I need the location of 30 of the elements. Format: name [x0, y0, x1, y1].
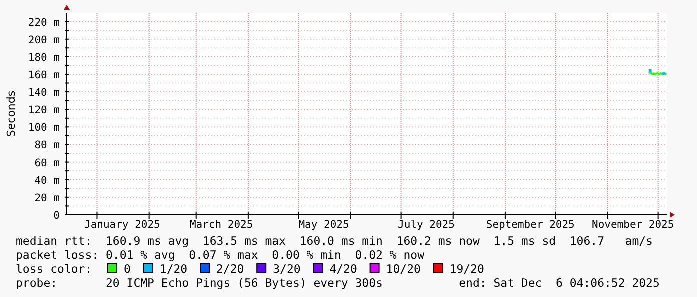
legend-label: 2/20	[216, 262, 244, 276]
legend-label: 4/20	[330, 262, 358, 276]
x-tick-label: July 2025	[398, 219, 455, 231]
x-tick-label: May 2025	[298, 219, 350, 231]
x-tick-label: January 2025	[84, 219, 160, 231]
y-axis-title: Seconds	[5, 90, 18, 138]
legend-label: 10/20	[386, 262, 421, 276]
y-tick-label: 40 m	[34, 174, 60, 187]
text: probe: 20 ICMP Echo Pings (56 Bytes) every 300s end: Sat Dec 6 04:06:52 2025	[16, 276, 660, 290]
legend-title: loss color:	[16, 262, 92, 276]
x-tick-label: March 2025	[190, 219, 254, 231]
text: packet loss: 0.01 % avg 0.07 % max 0.00 % min 0.02 % now	[16, 248, 425, 262]
y-tick-label: 20 m	[34, 192, 60, 204]
y-tick-label: 200 m	[28, 34, 60, 46]
y-tick-label: 220 m	[28, 16, 60, 29]
legend-label: 19/20	[450, 262, 484, 276]
text: median rtt: 160.9 ms avg 163.5 ms max 160.0 ms min 160.2 ms now 1.5 ms sd 106.7 am/s	[16, 234, 653, 248]
y-tick-label: 160 m	[28, 69, 60, 82]
y-tick-label: 140 m	[28, 87, 60, 100]
y-tick-label: 100 m	[28, 122, 60, 134]
y-tick-label: 0	[54, 210, 60, 222]
legend-label: 3/20	[273, 262, 301, 276]
x-tick-label: September 2025	[486, 219, 575, 231]
legend-label: 0	[124, 262, 131, 276]
y-tick-label: 180 m	[28, 52, 60, 64]
y-tick-label: 120 m	[28, 104, 60, 117]
legend-label: 1/20	[160, 262, 188, 276]
x-tick-label: November 2025	[592, 219, 674, 231]
y-tick-label: 80 m	[34, 140, 60, 152]
y-tick-label: 60 m	[34, 157, 60, 170]
